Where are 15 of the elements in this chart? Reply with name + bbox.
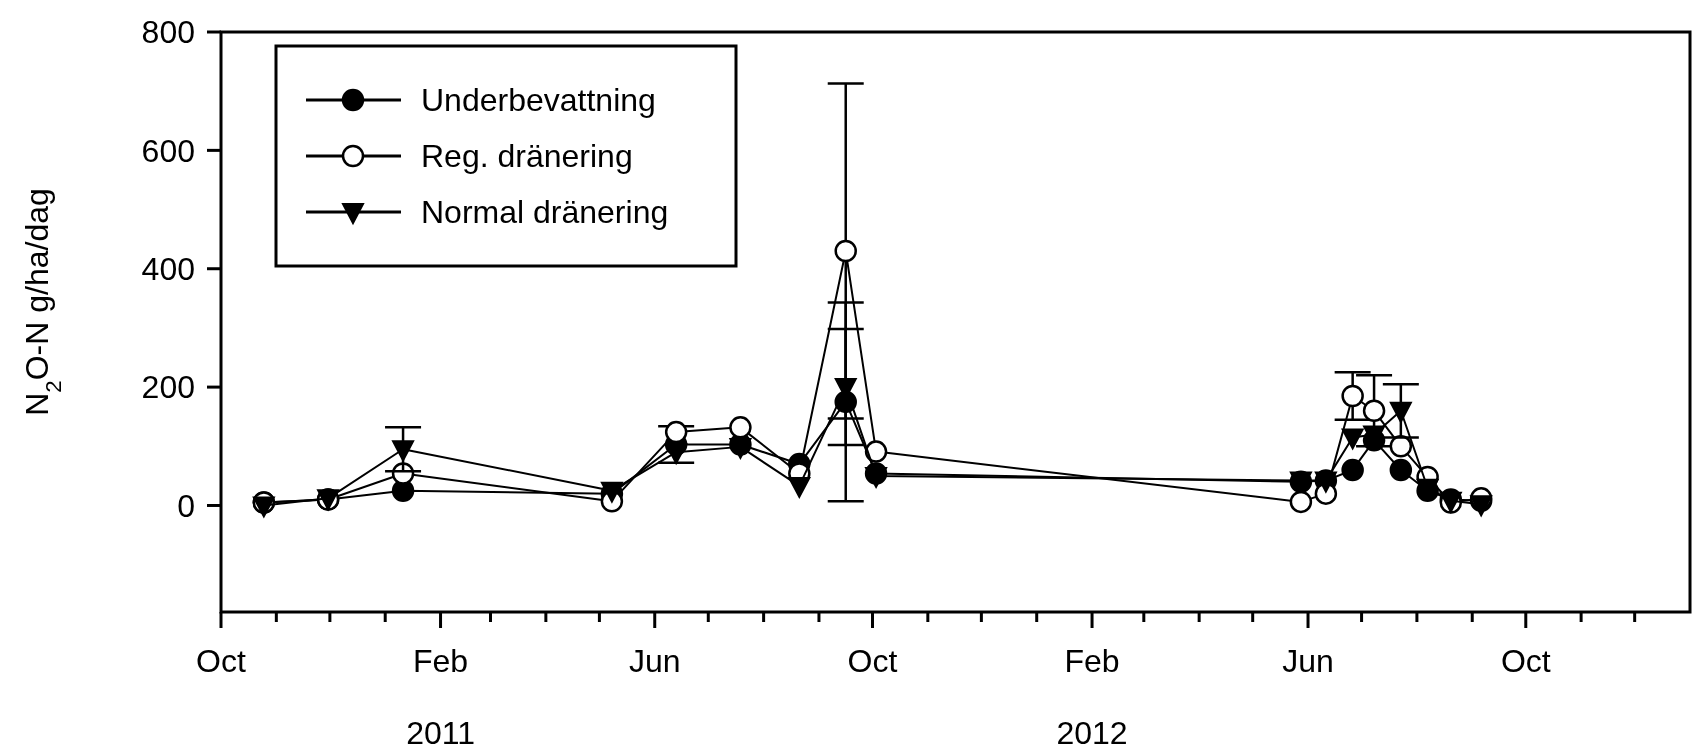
x-tick-label: Oct (196, 643, 246, 679)
x-tick-label: Feb 2012 (1056, 643, 1128, 751)
x-tick-label: Oct (1500, 643, 1551, 679)
y-tick-label: 800 (141, 14, 195, 51)
x-tick-label: Feb 2011 (406, 643, 475, 751)
y-tick-label: 200 (141, 369, 195, 406)
y-tick-label: 0 (177, 487, 195, 524)
x-tick-label: Jun (1282, 643, 1334, 679)
y-tick-label: 600 (141, 132, 195, 169)
x-tick-label: Jun (628, 643, 681, 679)
legend-label: Reg. dränering (421, 138, 633, 175)
y-tick-label: 400 (141, 250, 195, 287)
legend-label: Normal dränering (421, 194, 669, 231)
x-tick-label: Oct (847, 643, 898, 679)
legend-label: Underbevattning (421, 82, 656, 119)
